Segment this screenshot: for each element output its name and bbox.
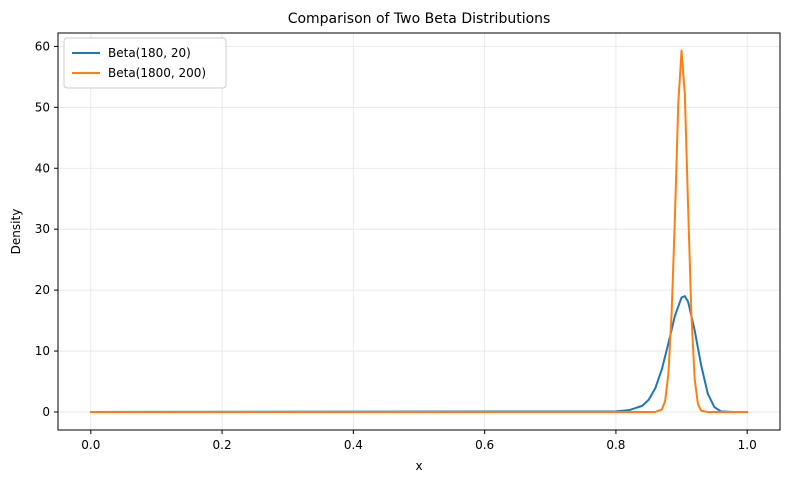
plot-frame (57, 32, 781, 431)
grid-lines (58, 33, 780, 430)
x-tick-label: 0.6 (475, 438, 494, 452)
y-tick-label: 40 (35, 161, 50, 175)
x-axis-label: x (415, 459, 422, 473)
legend-label: Beta(1800, 200) (108, 66, 206, 80)
y-tick-label: 60 (35, 39, 50, 53)
series-line-2 (89, 49, 749, 413)
x-tick-label: 1.0 (738, 438, 757, 452)
chart-title: Comparison of Two Beta Distributions (288, 11, 551, 27)
series-line-1 (89, 295, 749, 413)
y-tick-label: 10 (35, 344, 50, 358)
x-tick-label: 0.8 (606, 438, 625, 452)
y-axis-label: Density (9, 209, 23, 255)
legend-box (63, 37, 227, 89)
legend-label: Beta(180, 20) (108, 46, 191, 60)
y-tick-label: 50 (35, 100, 50, 114)
y-tick-label: 30 (35, 222, 50, 236)
legend: Beta(180, 20) Beta(1800, 200) (63, 37, 227, 89)
x-tick-label: 0.0 (81, 438, 100, 452)
x-tick-label: 0.2 (213, 438, 232, 452)
x-tick-label: 0.4 (344, 438, 363, 452)
x-axis-ticks: 0.0 0.2 0.4 0.6 0.8 1.0 (81, 430, 757, 452)
y-tick-label: 0 (42, 405, 50, 419)
y-axis-ticks: 0 10 20 30 40 50 60 (35, 39, 58, 419)
series-lines (89, 49, 749, 413)
y-tick-label: 20 (35, 283, 50, 297)
